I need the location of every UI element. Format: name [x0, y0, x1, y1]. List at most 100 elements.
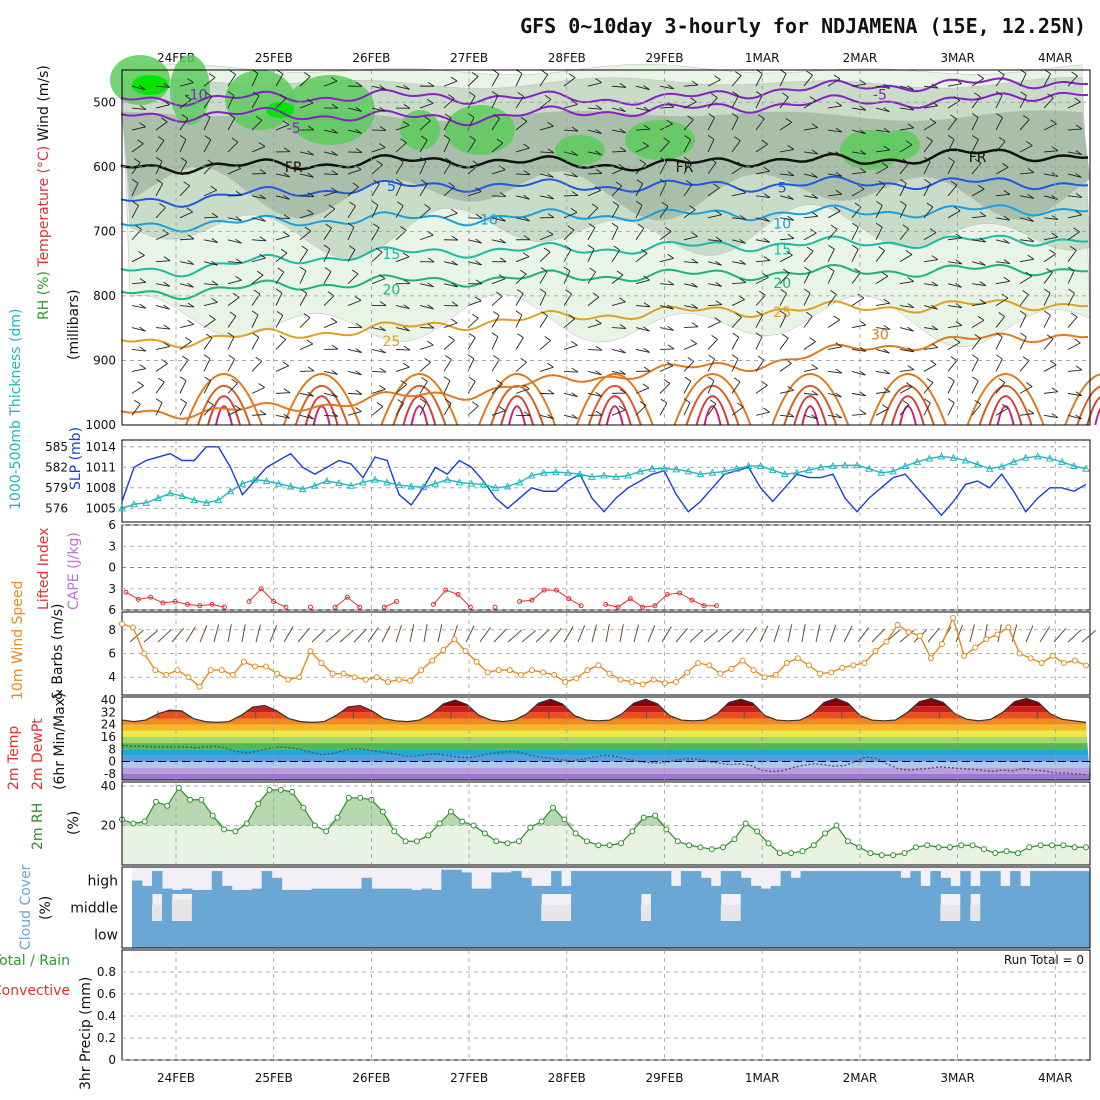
- wind-speed-line-point: [185, 674, 192, 681]
- wind-barb-flag: [929, 228, 937, 234]
- wind-barb: [443, 359, 452, 372]
- wind10m-barb: [367, 627, 379, 643]
- wind-barb: [203, 301, 218, 307]
- wind-barb-flag: [252, 332, 260, 338]
- wind-speed-line-point: [684, 669, 691, 676]
- wind-barb: [899, 127, 914, 131]
- wind-barb: [659, 365, 674, 372]
- wind-barb-flag: [835, 151, 842, 156]
- wind-barb-flag: [496, 379, 503, 385]
- rh-point: [946, 844, 953, 851]
- wind-barb: [299, 230, 312, 241]
- wind-speed-line-point: [152, 667, 159, 674]
- cloud-high-bar: [650, 871, 662, 894]
- wind-barb: [179, 359, 189, 372]
- cloud-high-bar: [211, 871, 223, 894]
- wind-barb: [659, 161, 668, 175]
- wind-barb-flag: [803, 288, 811, 294]
- cloud-high-bar: [1080, 871, 1091, 894]
- wind-barb: [635, 305, 650, 308]
- wind-barb-flag: [643, 124, 651, 130]
- wind-barb: [1067, 250, 1077, 262]
- thickness-line-point: [335, 479, 343, 487]
- wind-barb-flag: [1027, 237, 1035, 242]
- wind-barb-flag: [779, 310, 787, 316]
- wind-barb-flag: [923, 157, 931, 162]
- wind-barb: [923, 232, 937, 241]
- wind-speed-line-point: [972, 644, 979, 651]
- wind-barb-flag: [926, 202, 934, 208]
- wind-barb: [419, 208, 431, 219]
- wind-barb-flag: [259, 253, 266, 259]
- wind-barb: [203, 139, 212, 153]
- wind-barb-flag: [834, 206, 841, 212]
- wind-barb: [611, 167, 625, 175]
- wind-barb-flag: [163, 281, 170, 287]
- cloud-middle-bar: [151, 904, 163, 921]
- wind-barb-flag: [280, 248, 288, 254]
- wind-barb-flag: [402, 121, 410, 126]
- wind-barb-flag: [955, 79, 963, 85]
- wind-barb: [875, 227, 883, 240]
- rh-point: [459, 818, 466, 825]
- wind-barb: [155, 183, 164, 197]
- wind-barb-flag: [639, 401, 647, 406]
- wind-barb-flag: [523, 235, 531, 241]
- wind-barb: [371, 183, 380, 197]
- wind-barb-flag: [995, 91, 1003, 96]
- wind-barb-flag: [715, 300, 723, 306]
- wind-barb-flag: [331, 170, 339, 175]
- wind-barb: [923, 364, 937, 372]
- wind-barb: [419, 362, 431, 372]
- wind-barb: [539, 234, 554, 241]
- cloud-middle-bar: [800, 894, 812, 921]
- wind-barb-flag: [517, 91, 524, 97]
- wind-speed-line-point: [717, 670, 724, 677]
- wind-barb-flag: [950, 180, 958, 186]
- wind-barb: [683, 101, 697, 109]
- wind-barb-flag: [833, 315, 840, 321]
- wind-barb-flag: [804, 266, 811, 272]
- wind-barb-flag: [931, 304, 938, 310]
- wind-barb: [827, 346, 842, 350]
- wind-barb: [467, 239, 482, 244]
- wind-barb: [563, 318, 576, 328]
- wind-barb-flag: [859, 320, 867, 326]
- pressure-tick: 900: [93, 353, 116, 367]
- cloud-high-bar: [541, 885, 552, 894]
- thickness-line-point: [684, 467, 693, 475]
- wind-barb-flag: [492, 69, 500, 75]
- wind-barb-flag: [395, 178, 403, 184]
- isotherm-15: [121, 234, 1089, 278]
- wind-barb: [971, 78, 984, 87]
- wind10m-barb: [1011, 624, 1018, 643]
- wind-barb-flag: [979, 260, 986, 266]
- wind-barb: [731, 192, 746, 197]
- wind-barb-flag: [1020, 91, 1027, 97]
- wind-barb: [611, 107, 626, 113]
- cloud-high-bar: [790, 877, 802, 894]
- rh-point: [187, 796, 194, 803]
- wind-barb-flag: [684, 135, 691, 141]
- wind-barb: [563, 151, 578, 156]
- wind-barb-flag: [811, 211, 819, 217]
- cloud-middle-bar: [132, 894, 143, 921]
- thickness-line-point: [250, 475, 259, 483]
- wind10m-barb: [381, 625, 391, 643]
- wind-speed-line-point: [451, 636, 458, 643]
- wind-barb: [323, 392, 338, 398]
- thickness-line-point: [262, 476, 271, 484]
- wind-barb: [227, 95, 235, 109]
- wind-speed-line-point: [285, 676, 292, 683]
- wind-barb: [779, 414, 794, 418]
- wind-barb-flag: [139, 278, 147, 283]
- wind-barb: [419, 161, 427, 175]
- wind-barb: [1019, 360, 1030, 372]
- wind-barb-flag: [931, 325, 939, 331]
- warm-contour: [783, 384, 838, 426]
- wind-barb: [851, 171, 866, 175]
- wind-barb: [851, 349, 866, 352]
- wind-barb: [419, 120, 431, 131]
- isotherm-label: 5: [387, 179, 396, 195]
- wind-barb-flag: [523, 170, 531, 176]
